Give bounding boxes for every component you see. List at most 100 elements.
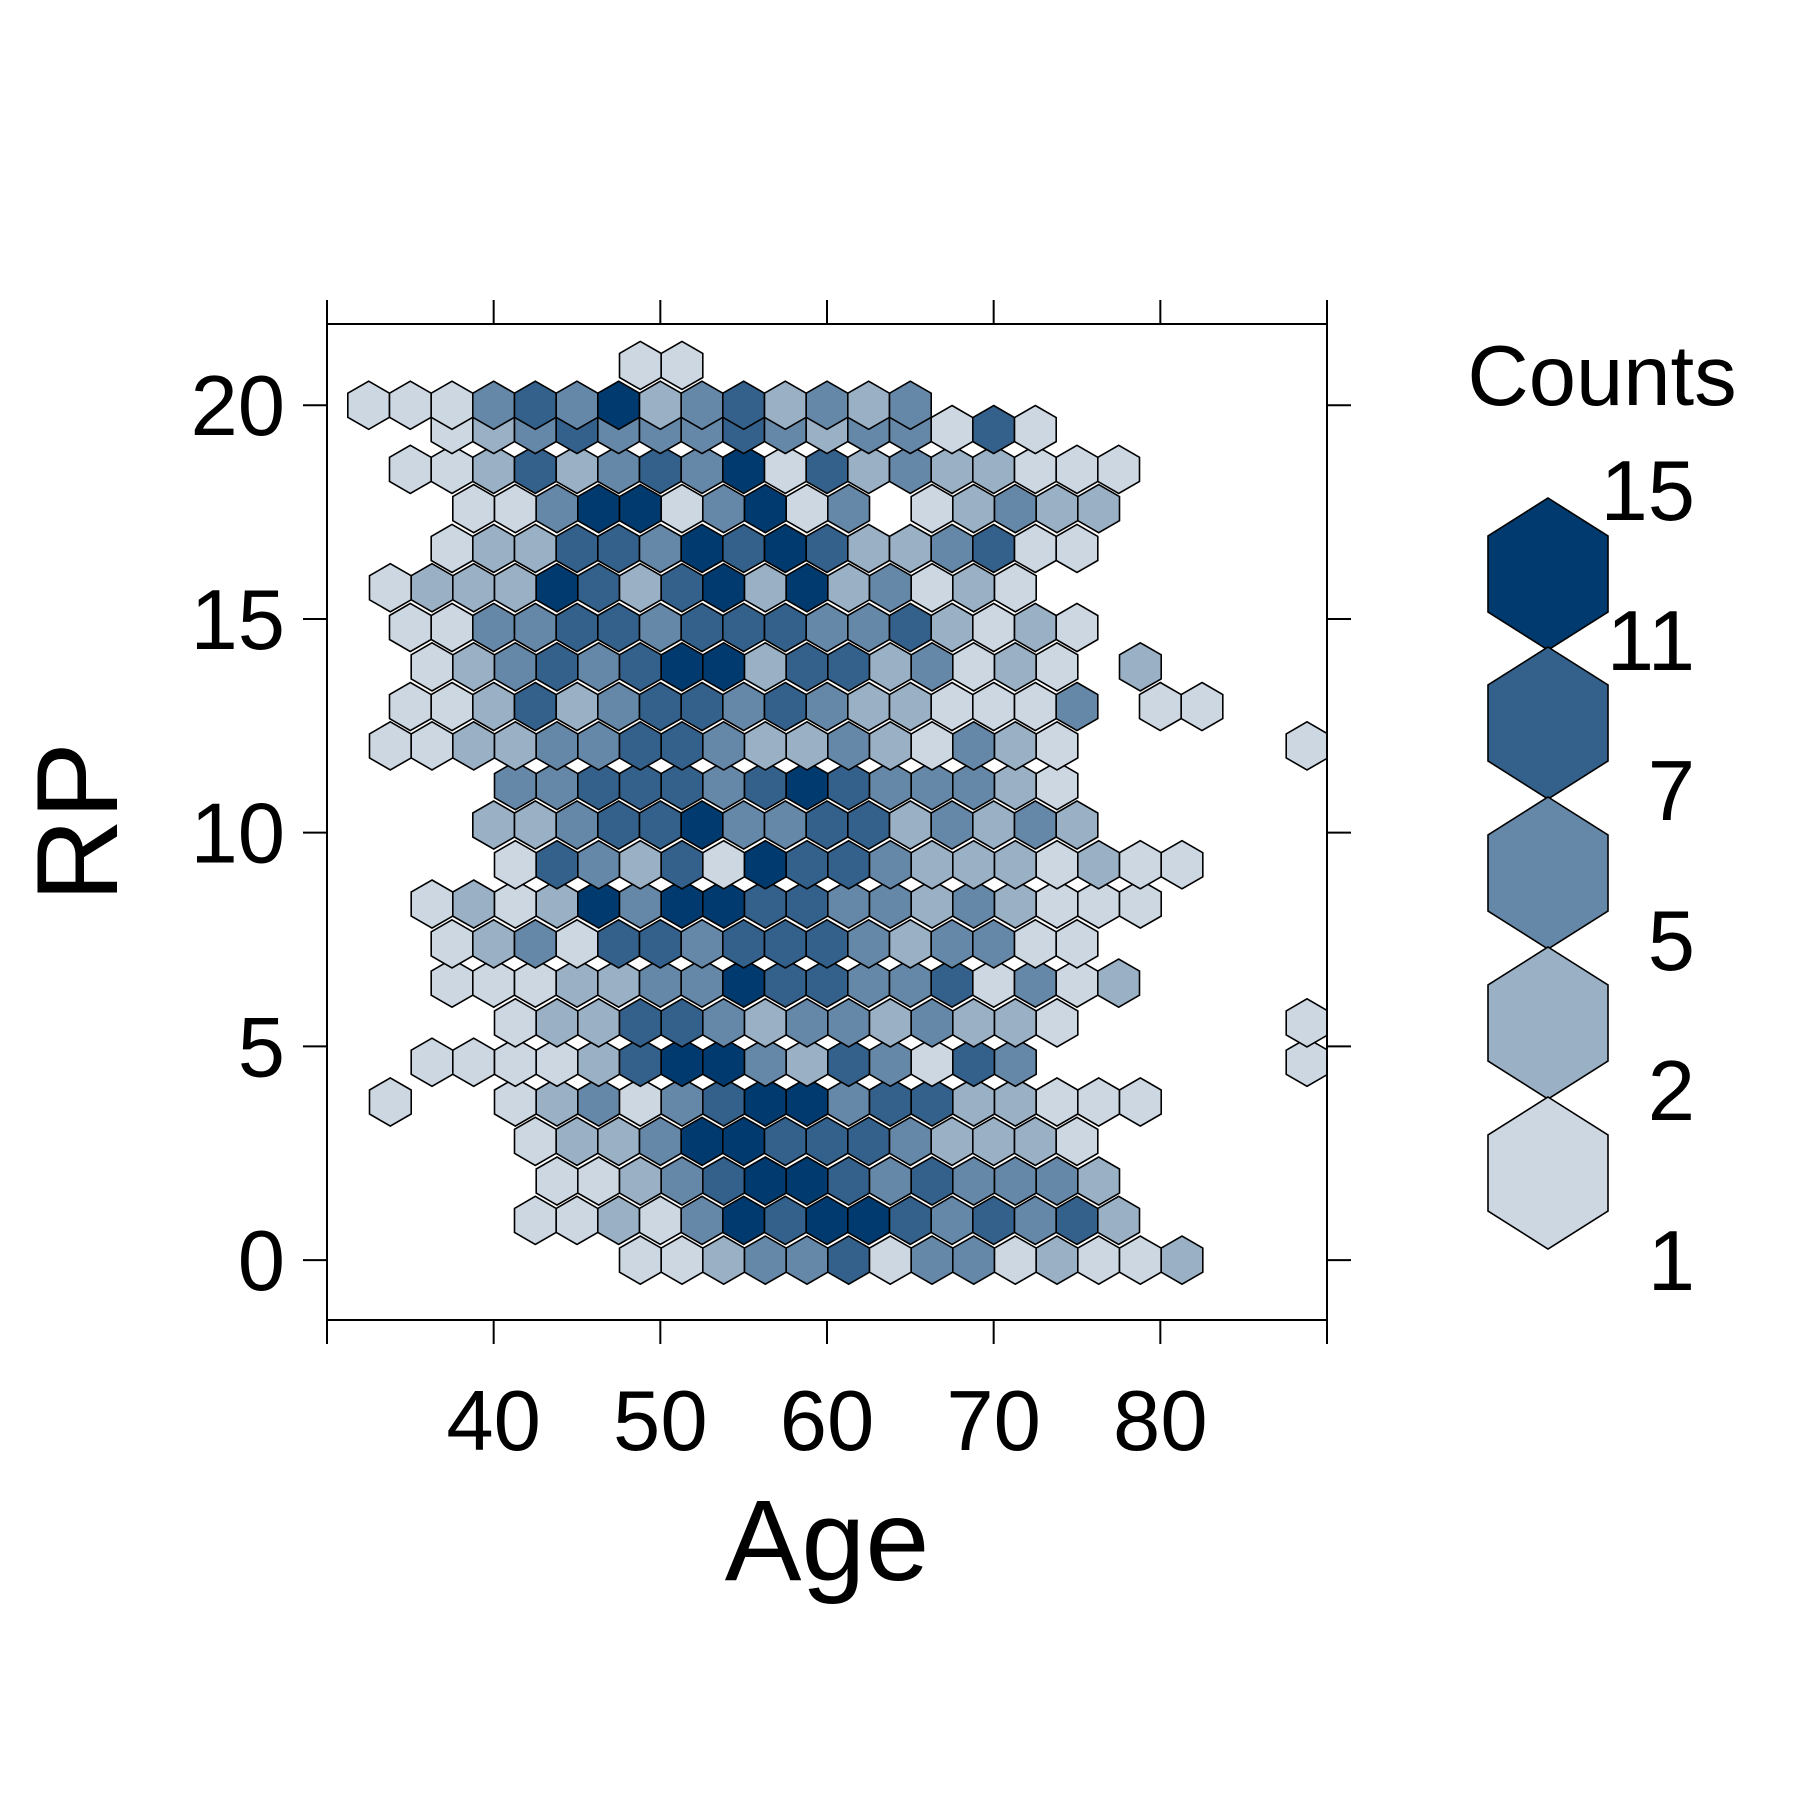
hex-bin: [701, 1156, 746, 1207]
hex-bin: [868, 1235, 913, 1286]
hex-bin: [388, 380, 433, 431]
hex-bin: [1285, 997, 1327, 1048]
hex-bin: [993, 483, 1037, 534]
hex-bin: [721, 799, 766, 851]
hex-bin: [868, 641, 913, 692]
hex-bin: [555, 523, 599, 574]
hex-bin: [410, 879, 454, 930]
hex-bin: [805, 681, 849, 732]
hex-bin: [1118, 879, 1162, 930]
hex-bin: [1055, 1195, 1099, 1246]
hex-bin: [471, 681, 516, 732]
hex-bin: [680, 799, 724, 851]
hex-bin: [888, 380, 933, 431]
hex-bin: [1370, 564, 1412, 612]
hex-bin: [971, 1195, 1016, 1246]
x-tick-label: 60: [780, 1374, 875, 1469]
hex-bin: [1390, 920, 1432, 968]
hex-bin: [388, 602, 433, 653]
hex-bin: [743, 641, 788, 692]
hex-bin: [638, 523, 683, 574]
hex-bin: [951, 1235, 996, 1286]
hex-bin: [743, 839, 788, 890]
hex-bin: [660, 483, 704, 534]
hex-bin: [763, 918, 808, 969]
hex-bin: [1055, 602, 1099, 653]
legend: Counts 15 11 7 5 2 1: [1467, 329, 1736, 1309]
x-tick-label: 70: [946, 1374, 1041, 1469]
hex-bin: [576, 720, 621, 771]
hex-bin: [951, 641, 996, 692]
hex-bin: [680, 523, 724, 574]
hex-bin: [513, 1116, 558, 1167]
hex-bin: [1097, 958, 1141, 1009]
y-tick-label: 0: [238, 1214, 285, 1309]
hex-bin: [368, 562, 413, 613]
hex-bin: [596, 681, 641, 732]
hex-bin: [471, 918, 516, 969]
hex-bin: [555, 1195, 599, 1246]
hex-bin: [1160, 1235, 1204, 1286]
x-tick-label: 50: [613, 1374, 708, 1469]
hex-bin: [763, 523, 808, 574]
y-axis-title: RP: [14, 742, 142, 902]
hex-bin: [721, 523, 766, 574]
hex-bin: [930, 918, 974, 969]
hex-bin: [743, 1235, 788, 1286]
hex-bin: [721, 918, 766, 969]
hex-bin: [951, 720, 996, 771]
hex-bin: [888, 602, 933, 653]
hex-bin: [660, 839, 704, 890]
hex-bin: [1431, 524, 1473, 572]
hex-bin: [785, 641, 829, 692]
hex-bin: [430, 681, 474, 732]
hex-bin: [846, 918, 891, 969]
hex-bin: [1411, 1038, 1453, 1086]
hex-bin: [888, 1195, 933, 1246]
hex-bin: [535, 839, 579, 890]
hex-bin: [805, 602, 849, 653]
hex-bin: [826, 997, 871, 1048]
hex-bin: [493, 720, 538, 771]
hex-bin: [743, 483, 788, 534]
hex-bin: [701, 839, 746, 890]
hex-bin: [910, 562, 954, 613]
hex-bin: [951, 483, 996, 534]
hex-bin: [846, 799, 891, 851]
hex-bin: [1013, 1116, 1057, 1167]
hex-bin: [576, 997, 621, 1048]
hex-bin: [1160, 839, 1204, 890]
legend-label: 7: [1648, 744, 1695, 839]
hex-bin: [826, 720, 871, 771]
hex-bin: [1431, 959, 1473, 1007]
x-axis-title: Age: [725, 1477, 930, 1605]
hex-bin: [888, 523, 933, 574]
hex-bin: [618, 562, 663, 613]
hex-bin: [1097, 444, 1141, 495]
hex-bin: [1077, 1235, 1121, 1286]
hex-bin: [596, 799, 641, 851]
hex-bin: [660, 720, 704, 771]
hex-bin: [513, 523, 558, 574]
hex-bin: [993, 720, 1037, 771]
hex-bin: [1390, 524, 1432, 572]
hex-bin: [1348, 381, 1390, 429]
hex-bin: [1035, 641, 1079, 692]
hex-bin: [805, 1195, 849, 1246]
hex-bin: [535, 720, 579, 771]
hex-bin: [1055, 1116, 1099, 1167]
hex-bin: [743, 1156, 788, 1207]
hex-bin: [1097, 1195, 1141, 1246]
hex-bin: [430, 918, 474, 969]
hex-bin: [1390, 1196, 1432, 1244]
hex-bin: [1077, 1076, 1121, 1128]
hex-bin: [513, 918, 558, 969]
hex-bin: [1285, 720, 1327, 771]
hex-bin: [846, 1116, 891, 1167]
hex-bin: [1013, 523, 1057, 574]
hex-bin: [993, 562, 1037, 613]
hex-bin: [1013, 1195, 1057, 1246]
hex-bin: [701, 641, 746, 692]
hex-bin: [410, 641, 454, 692]
x-tick-label: 80: [1113, 1374, 1208, 1469]
